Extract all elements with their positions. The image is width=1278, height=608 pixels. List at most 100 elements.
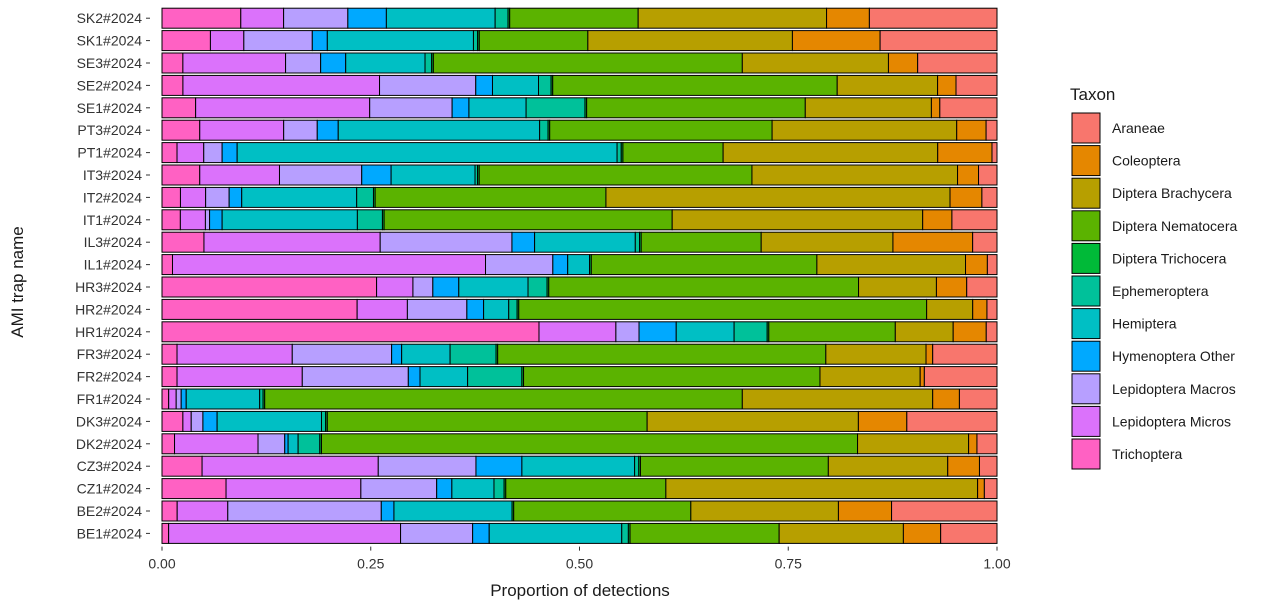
x-axis-title: Proportion of detections: [490, 581, 670, 600]
bar-segment-se2-2024-trichoptera: [161, 74, 184, 96]
bar-segment-fr3-2024-hemiptera: [401, 343, 451, 365]
bar-segment-se3-2024-lepidoptera-micros: [182, 52, 287, 74]
y-axis-title: AMI trap name: [8, 226, 27, 338]
bar-segment-it2-2024-ephemeroptera: [356, 186, 374, 208]
bar-segment-be1-2024-coleoptera: [902, 522, 942, 544]
bar-segment-cz3-2024-araneae: [978, 455, 998, 477]
bar-segment-fr3-2024-araneae: [932, 343, 998, 365]
bar-segment-fr1-2024-diptera-brachycera: [741, 388, 934, 410]
bar-segment-fr2-2024-diptera-brachycera: [819, 366, 921, 388]
bar-segment-hr3-2024-lepidoptera-micros: [376, 276, 414, 298]
bar-segment-it2-2024-diptera-brachycera: [605, 186, 951, 208]
bar-segment-hr3-2024-diptera-brachycera: [858, 276, 937, 298]
bar-segment-sk1-2024-araneae: [879, 30, 998, 52]
bar-segment-cz1-2024-hemiptera: [451, 478, 495, 500]
bar-segment-hr1-2024-diptera-nematocera: [768, 321, 896, 343]
bar-segment-il3-2024-diptera-brachycera: [760, 231, 894, 253]
y-tick-label: SK2#2024: [77, 10, 143, 26]
bar-segment-se3-2024-diptera-nematocera: [432, 52, 743, 74]
legend-swatch-diptera-brachycera: [1071, 177, 1101, 209]
bar-segment-it3-2024-diptera-nematocera: [478, 164, 753, 186]
bar-segment-dk3-2024-diptera-brachycera: [646, 410, 859, 432]
bar-segment-pt3-2024-ephemeroptera: [539, 119, 549, 141]
bar-segment-se3-2024-coleoptera: [887, 52, 919, 74]
x-tick-label: 0.00: [148, 556, 175, 572]
bar-segment-hr1-2024-diptera-brachycera: [894, 321, 954, 343]
bar-segment-be1-2024-araneae: [940, 522, 998, 544]
bar-segment-pt1-2024-coleoptera: [937, 142, 993, 164]
bar-segment-hr2-2024-coleoptera: [972, 298, 988, 320]
bar-segment-il1-2024-lepidoptera-micros: [171, 254, 487, 276]
y-tick-label: IL1#2024: [84, 257, 143, 273]
bar-segment-be1-2024-diptera-nematocera: [629, 522, 780, 544]
legend-swatch-diptera-nematocera: [1071, 210, 1101, 242]
bar-segment-hr3-2024-trichoptera: [161, 276, 378, 298]
bar-segment-se3-2024-ephemeroptera: [424, 52, 433, 74]
bar-segment-pt3-2024-diptera-nematocera: [549, 119, 773, 141]
bar-segment-sk1-2024-diptera-nematocera: [478, 30, 589, 52]
bar-segment-it3-2024-lepidoptera-macros: [278, 164, 363, 186]
bar-segment-il1-2024-coleoptera: [965, 254, 988, 276]
bar-segment-fr2-2024-trichoptera: [161, 366, 178, 388]
bar-segment-it2-2024-coleoptera: [949, 186, 983, 208]
y-tick-label: SE2#2024: [77, 77, 143, 93]
bar-segment-be2-2024-araneae: [891, 500, 998, 522]
bar-segment-dk3-2024-ephemeroptera: [320, 410, 327, 432]
bar-segment-pt3-2024-lepidoptera-micros: [199, 119, 285, 141]
legend-label: Diptera Trichocera: [1112, 250, 1227, 266]
bar-segment-cz3-2024-ephemeroptera: [634, 455, 640, 477]
bar-segment-fr3-2024-lepidoptera-micros: [176, 343, 293, 365]
bar-segment-sk2-2024-hemiptera: [385, 7, 496, 29]
legend-label: Lepidoptera Micros: [1112, 413, 1231, 429]
bar-segment-se2-2024-lepidoptera-macros: [379, 74, 477, 96]
bar-segment-pt3-2024-diptera-brachycera: [771, 119, 958, 141]
bar-segment-sk1-2024-trichoptera: [161, 30, 211, 52]
bar-segment-dk3-2024-hemiptera: [216, 410, 322, 432]
legend-title: Taxon: [1070, 85, 1115, 104]
bar-segment-hr1-2024-hymenoptera-other: [638, 321, 677, 343]
bar-segment-be2-2024-trichoptera: [161, 500, 178, 522]
bar-segment-il1-2024-hymenoptera-other: [552, 254, 569, 276]
bar-segment-pt1-2024-lepidoptera-micros: [176, 142, 205, 164]
bar-segment-se2-2024-ephemeroptera: [538, 74, 552, 96]
bar-segment-be1-2024-hemiptera: [488, 522, 623, 544]
y-tick-label: DK2#2024: [76, 436, 142, 452]
legend-swatch-hemiptera: [1071, 308, 1101, 340]
y-tick-label: FR2#2024: [77, 369, 143, 385]
bar-segment-fr3-2024-hymenoptera-other: [391, 343, 403, 365]
legend-label: Trichoptera: [1112, 446, 1183, 462]
bar-segment-it1-2024-diptera-brachycera: [671, 209, 924, 231]
bar-segment-sk2-2024-coleoptera: [826, 7, 870, 29]
bar-segment-il3-2024-hemiptera: [534, 231, 636, 253]
bar-segment-it3-2024-araneae: [978, 164, 998, 186]
bar-segment-fr2-2024-hymenoptera-other: [407, 366, 421, 388]
x-tick-label: 0.75: [775, 556, 802, 572]
bar-segment-sk1-2024-hemiptera: [326, 30, 474, 52]
bar-segment-it3-2024-hymenoptera-other: [361, 164, 392, 186]
bar-segment-cz3-2024-lepidoptera-macros: [377, 455, 477, 477]
bar-segment-it2-2024-hymenoptera-other: [228, 186, 243, 208]
bar-segment-be2-2024-diptera-brachycera: [690, 500, 839, 522]
bar-segment-fr2-2024-hemiptera: [419, 366, 469, 388]
bar-segment-cz3-2024-diptera-brachycera: [827, 455, 949, 477]
bar-segment-sk2-2024-araneae: [868, 7, 998, 29]
bar-segment-pt3-2024-araneae: [985, 119, 998, 141]
bar-segment-fr1-2024-diptera-nematocera: [264, 388, 743, 410]
y-tick-label: BE2#2024: [77, 503, 143, 519]
bar-segment-se2-2024-araneae: [955, 74, 998, 96]
bar-segment-it1-2024-hemiptera: [221, 209, 358, 231]
bar-segment-il3-2024-diptera-nematocera: [640, 231, 762, 253]
bar-segment-dk3-2024-hymenoptera-other: [202, 410, 218, 432]
legend-swatch-trichoptera: [1071, 438, 1101, 470]
bar-segment-fr3-2024-ephemeroptera: [449, 343, 497, 365]
bar-segment-it1-2024-hymenoptera-other: [209, 209, 223, 231]
bar-segment-fr1-2024-coleoptera: [932, 388, 960, 410]
bar-segment-sk1-2024-ephemeroptera: [472, 30, 479, 52]
bar-segment-se1-2024-coleoptera: [930, 97, 941, 119]
bar-segment-hr1-2024-lepidoptera-micros: [538, 321, 617, 343]
bar-segment-it1-2024-ephemeroptera: [356, 209, 383, 231]
bar-segment-pt1-2024-lepidoptera-macros: [203, 142, 223, 164]
bar-segment-sk2-2024-trichoptera: [161, 7, 242, 29]
